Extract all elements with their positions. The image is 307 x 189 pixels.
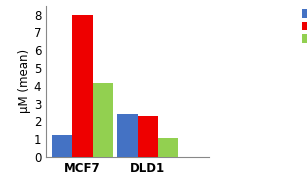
Bar (93, 83, 113, 157)
Bar (52, 135, 72, 157)
Bar (138, 116, 158, 157)
Bar (72, 15, 93, 157)
Y-axis label: μM (mean): μM (mean) (18, 49, 31, 113)
Bar (117, 114, 138, 157)
Legend: Cisplatin, 6a, 6c: Cisplatin, 6a, 6c (301, 8, 307, 45)
Bar (158, 138, 178, 157)
